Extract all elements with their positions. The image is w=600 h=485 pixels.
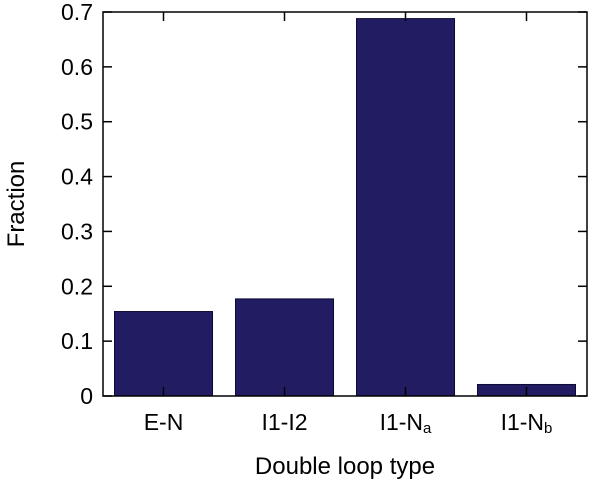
y-tick-label-1: 0.1 [61, 328, 93, 354]
bar-1 [235, 298, 335, 397]
bars-group [114, 18, 577, 397]
x-tick-label-main-2: I1-N [380, 409, 423, 435]
x-tick-label-3: I1-Nb [501, 409, 553, 437]
x-tick-label-2: I1-Na [380, 409, 432, 437]
y-axis-ticks: 0 0.1 0.2 0.3 0.4 0.5 0.6 0.7 [61, 0, 587, 409]
bar-2 [356, 18, 456, 397]
y-tick-label-0: 0 [80, 383, 93, 409]
x-axis-ticks: E-N I1-I2 I1-Na I1-Nb [144, 12, 553, 437]
x-tick-label-1: I1-I2 [261, 409, 307, 435]
y-tick-label-2: 0.2 [61, 273, 93, 299]
y-tick-label-3: 0.3 [61, 218, 93, 244]
x-tick-label-main-1: I1-I2 [261, 409, 307, 435]
x-tick-label-main-0: E-N [144, 409, 184, 435]
x-tick-label-main-3: I1-N [501, 409, 544, 435]
y-axis-title: Fraction [3, 161, 30, 248]
x-tick-label-sub-2: a [423, 420, 432, 437]
x-axis-title: Double loop type [255, 453, 435, 480]
x-tick-label-0: E-N [144, 409, 184, 435]
plot-frame [102, 11, 588, 397]
y-tick-label-7: 0.7 [61, 0, 93, 25]
y-tick-label-6: 0.6 [61, 54, 93, 80]
y-tick-label-4: 0.4 [61, 164, 93, 190]
y-tick-label-5: 0.5 [61, 109, 93, 135]
x-tick-label-sub-3: b [544, 420, 552, 437]
bar-0 [114, 311, 214, 397]
